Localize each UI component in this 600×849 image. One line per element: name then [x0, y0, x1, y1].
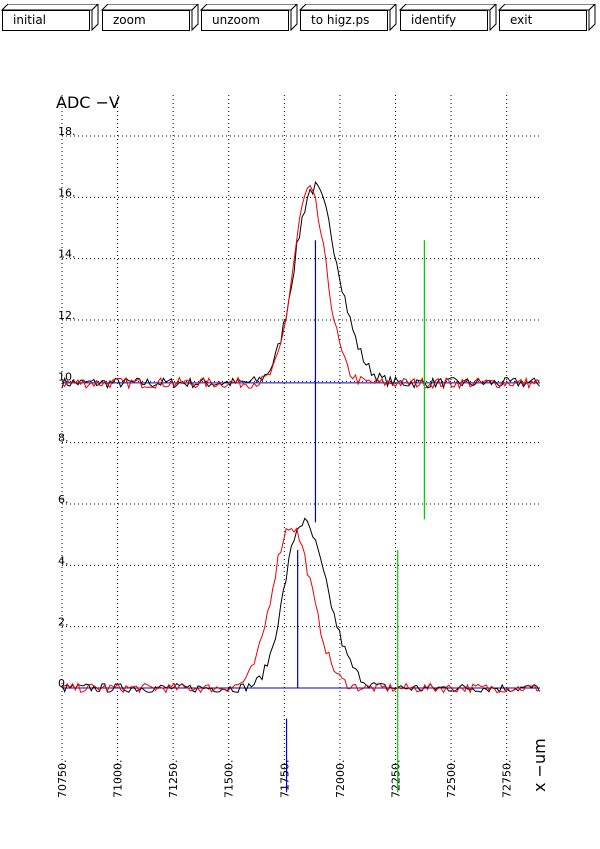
- exit-button-label: exit: [499, 10, 587, 31]
- x-tick-label: 72000.: [334, 760, 347, 799]
- adc-scan-plot[interactable]: 0. 2. 4. 6. 8. 10. 12. 14. 16. 18. 70750. 71000. 712…: [0, 40, 600, 849]
- y-tick-label: 4.: [58, 554, 69, 567]
- identify-button-label: identify: [400, 10, 488, 31]
- y-tick-label: 14.: [58, 248, 76, 261]
- x-tick-label: 71000.: [112, 760, 125, 799]
- x-tick-label: 71500.: [223, 760, 236, 799]
- toolbar: initial zoom unzoom to higz.ps identify …: [0, 0, 600, 40]
- unzoom-button-label: unzoom: [201, 10, 289, 31]
- zoom-button-label: zoom: [102, 10, 190, 31]
- lower-red-series: [61, 527, 540, 694]
- y-tick-label: 2.: [58, 616, 69, 629]
- button-bevel: [298, 4, 397, 32]
- upper-red-series: [61, 184, 540, 390]
- x-tick-label: 72250.: [389, 760, 402, 799]
- initial-button-label: initial: [2, 10, 90, 31]
- y-tick-label: 6.: [58, 493, 69, 506]
- y-tick-label: 12.: [58, 309, 76, 322]
- y-tick-label: 0.: [58, 677, 69, 690]
- button-bevel: [100, 4, 199, 32]
- x-tick-label: 72500.: [445, 760, 458, 799]
- x-tick-label: 70750.: [56, 760, 69, 799]
- y-tick-label: 16.: [58, 186, 76, 199]
- x-tick-label: 71750.: [278, 760, 291, 799]
- to-higz-ps-button-label: to higz.ps: [300, 10, 388, 31]
- y-tick-label: 18.: [58, 125, 76, 138]
- y-tick-label: 10.: [58, 370, 76, 383]
- x-tick-label: 71250.: [167, 760, 180, 799]
- y-axis-label: ADC −V: [56, 93, 120, 112]
- y-tick-label: 8.: [58, 432, 69, 445]
- x-axis-label: x −um: [530, 738, 549, 792]
- lower-black-series: [61, 517, 541, 693]
- x-tick-label: 72750.: [501, 760, 514, 799]
- upper-black-series: [61, 180, 540, 390]
